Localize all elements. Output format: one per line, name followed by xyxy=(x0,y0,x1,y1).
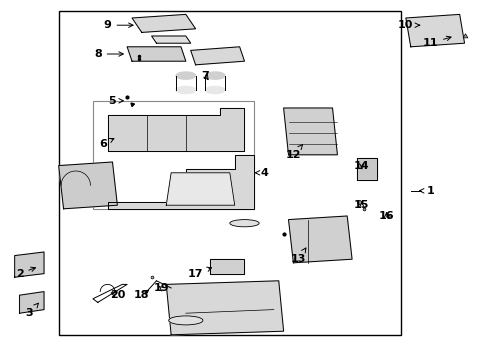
Polygon shape xyxy=(190,47,244,65)
Polygon shape xyxy=(288,216,351,263)
Polygon shape xyxy=(107,108,244,151)
Polygon shape xyxy=(15,252,44,277)
Text: 7: 7 xyxy=(201,71,209,81)
Text: 17: 17 xyxy=(187,267,211,279)
Polygon shape xyxy=(166,281,283,335)
Text: 6: 6 xyxy=(99,139,114,149)
Text: 8: 8 xyxy=(94,49,123,59)
Ellipse shape xyxy=(229,220,259,227)
Text: 1: 1 xyxy=(419,186,433,196)
Polygon shape xyxy=(151,36,190,43)
Text: 9: 9 xyxy=(103,20,133,30)
Text: 20: 20 xyxy=(109,290,125,300)
Polygon shape xyxy=(283,108,337,155)
Ellipse shape xyxy=(176,86,195,94)
Text: 4: 4 xyxy=(254,168,267,178)
Text: 5: 5 xyxy=(108,96,123,106)
Text: 14: 14 xyxy=(353,161,369,171)
Polygon shape xyxy=(166,173,234,205)
Polygon shape xyxy=(356,158,376,180)
Text: 11: 11 xyxy=(422,36,450,48)
Text: 18: 18 xyxy=(134,290,149,300)
Polygon shape xyxy=(405,14,464,47)
Ellipse shape xyxy=(205,86,224,94)
Bar xyxy=(93,101,254,209)
Text: 16: 16 xyxy=(378,211,393,221)
Text: 2: 2 xyxy=(16,267,36,279)
Text: 12: 12 xyxy=(285,145,302,160)
Ellipse shape xyxy=(176,72,195,79)
Polygon shape xyxy=(107,155,254,209)
Ellipse shape xyxy=(168,316,203,325)
Text: 19: 19 xyxy=(153,283,169,293)
Polygon shape xyxy=(127,47,185,61)
Ellipse shape xyxy=(205,72,224,79)
Text: 10: 10 xyxy=(397,20,419,30)
Polygon shape xyxy=(132,14,195,32)
Text: 3: 3 xyxy=(25,303,39,318)
Text: 15: 15 xyxy=(353,200,369,210)
Bar xyxy=(59,11,400,335)
Polygon shape xyxy=(20,292,44,313)
Polygon shape xyxy=(210,259,244,274)
Text: 13: 13 xyxy=(290,248,305,264)
Polygon shape xyxy=(59,162,117,209)
